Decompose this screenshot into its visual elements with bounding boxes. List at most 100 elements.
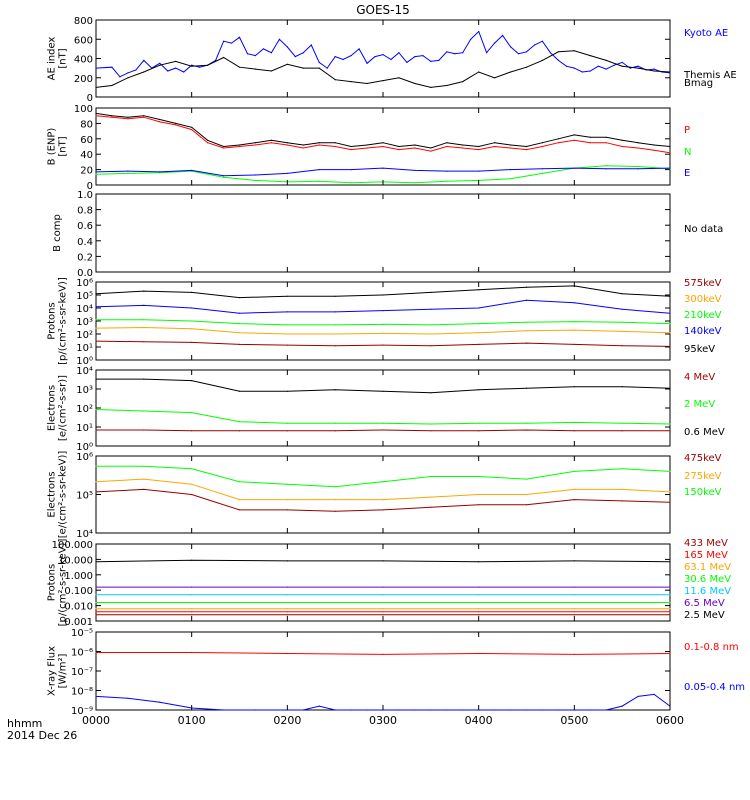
data-point <box>175 60 177 63</box>
data-point <box>478 307 480 309</box>
data-point <box>573 67 575 69</box>
data-point <box>95 319 97 321</box>
data-point <box>286 422 288 424</box>
data-point <box>629 67 631 69</box>
data-point <box>191 608 193 610</box>
data-point <box>382 294 384 296</box>
y-tick-label: 20 <box>80 166 93 177</box>
panel-7: 0.001 0.010 0.100 1.000 10.000 100.000 Protons… <box>47 538 732 628</box>
data-point <box>430 333 432 335</box>
data-point <box>390 58 392 61</box>
data-point <box>191 169 193 171</box>
data-point <box>478 170 480 172</box>
data-point <box>191 307 193 309</box>
y-tick-label: 800 <box>74 16 93 27</box>
panel-frame <box>95 369 671 447</box>
data-point <box>191 320 193 322</box>
data-point <box>462 144 464 146</box>
y-axis-label: B comp <box>52 214 63 252</box>
y-tick-label: 10¹ <box>76 423 93 434</box>
data-point <box>478 475 480 478</box>
y-tick-label: 0.100 <box>64 586 93 597</box>
data-point <box>382 54 384 56</box>
series-line-140kev <box>95 299 671 314</box>
data-point <box>95 651 97 654</box>
data-point <box>382 145 384 148</box>
data-point <box>669 608 671 610</box>
data-point <box>238 66 241 68</box>
data-point <box>238 509 241 511</box>
data-point <box>111 115 113 117</box>
y-axis-label: Protons <box>47 302 58 339</box>
data-point <box>581 71 583 73</box>
data-point <box>286 652 288 655</box>
data-point <box>238 332 241 334</box>
data-point <box>135 69 137 71</box>
panel-5: 10⁰ 10¹ 10² 10³ 10⁴ Electrons [e/(cm²-s-sr)] 4 … <box>47 366 725 453</box>
no-data-note: No data <box>684 224 723 235</box>
series-line-95kev <box>95 285 671 299</box>
data-point <box>430 496 432 498</box>
data-point <box>462 709 464 711</box>
data-point <box>191 594 193 596</box>
data-point <box>573 329 575 331</box>
data-point <box>573 430 575 432</box>
data-point <box>605 709 607 711</box>
data-point <box>525 145 528 148</box>
data-point <box>573 601 575 604</box>
y-axis-label: X-ray Flux <box>47 646 58 696</box>
data-point <box>95 327 97 329</box>
data-point <box>653 68 655 70</box>
data-point <box>111 84 113 87</box>
data-point <box>382 611 384 613</box>
data-point <box>254 142 256 144</box>
data-point <box>502 34 504 37</box>
data-point <box>525 504 528 506</box>
data-point <box>541 145 544 148</box>
data-point <box>510 71 512 73</box>
data-point <box>669 72 671 74</box>
data-point <box>286 142 288 144</box>
y-tick-label: 0.010 <box>64 602 93 613</box>
y-axis-label: [p/(cm²-s-sr-keV)] <box>58 539 69 627</box>
data-point <box>318 169 320 171</box>
data-point <box>637 168 639 170</box>
data-point <box>541 168 544 170</box>
data-point <box>95 173 97 175</box>
legend-label: Kyoto AE <box>684 28 728 39</box>
data-point <box>191 129 193 131</box>
panel-3: 0.0 0.2 0.4 0.6 0.8 1.0 B comp No data <box>52 190 723 279</box>
data-point <box>159 171 161 173</box>
panel-6: 10⁴ 10⁵ 10⁶ Electrons [e/(cm²-s-sr-keV)] 475k… <box>47 451 722 540</box>
data-point <box>573 139 575 141</box>
data-point <box>95 86 97 88</box>
data-point <box>478 504 480 506</box>
data-point <box>191 412 193 414</box>
data-point <box>175 124 177 126</box>
data-point <box>525 422 528 424</box>
data-point <box>334 142 336 144</box>
legend-label: 2.5 MeV <box>684 610 725 621</box>
data-point <box>191 614 193 616</box>
data-point <box>525 429 528 431</box>
data-point <box>541 709 544 711</box>
data-point <box>302 144 304 146</box>
data-point <box>669 387 671 389</box>
data-point <box>621 145 623 148</box>
data-point <box>637 165 639 168</box>
data-point <box>143 116 145 118</box>
legend-label: 0.6 MeV <box>684 427 725 438</box>
data-point <box>286 509 288 511</box>
x-tick-label: 0500 <box>560 714 588 727</box>
data-point <box>318 705 320 707</box>
data-point <box>446 709 448 711</box>
data-point <box>462 147 464 149</box>
data-point <box>111 66 113 68</box>
panel-frame <box>95 193 671 273</box>
data-point <box>238 312 241 314</box>
data-point <box>95 340 97 342</box>
data-point <box>597 65 599 67</box>
data-point <box>191 341 193 343</box>
data-point <box>398 52 400 54</box>
